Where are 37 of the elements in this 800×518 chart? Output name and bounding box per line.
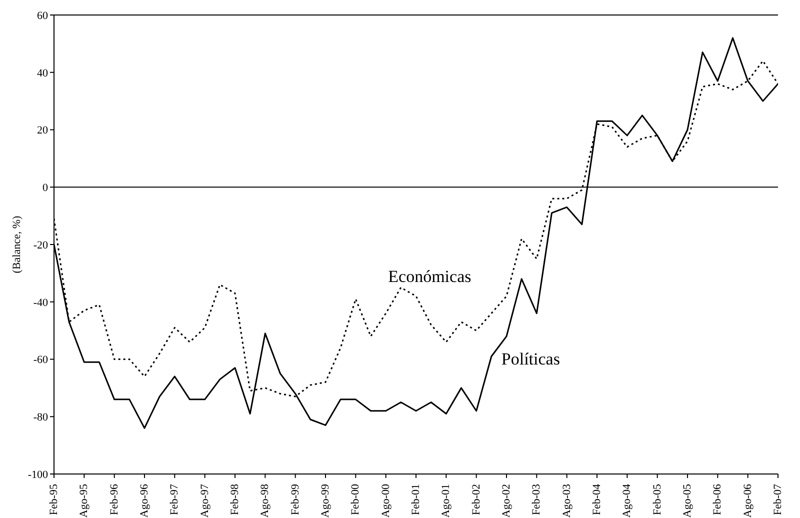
x-tick-label: Feb-02 (470, 484, 482, 516)
y-tick-label: 0 (42, 182, 48, 194)
x-tick-label: Ago-96 (138, 484, 150, 518)
x-tick-label: Ago-06 (742, 484, 754, 518)
x-tick-label: Ago-01 (440, 484, 452, 518)
x-tick-label: Ago-04 (621, 484, 634, 518)
x-tick-label: Feb-96 (108, 484, 120, 516)
y-tick-label: -100 (28, 468, 48, 481)
y-tick-label: 40 (37, 67, 48, 80)
x-tick-label: Feb-95 (48, 484, 60, 516)
x-tick-label: Feb-00 (350, 484, 362, 516)
series-label: Políticas (501, 349, 560, 368)
x-tick-label: Ago-00 (380, 484, 392, 518)
x-tick-label: Feb-99 (289, 484, 302, 516)
x-tick-label: Ago-99 (320, 484, 332, 518)
x-tick-label: Feb-98 (229, 484, 241, 516)
x-tick-label: Feb-03 (530, 484, 543, 516)
x-tick-label: Ago-05 (682, 484, 694, 518)
x-tick-label: Ago-95 (78, 484, 90, 518)
y-tick-label: -80 (33, 412, 48, 424)
x-tick-label: Ago-03 (560, 484, 573, 518)
y-tick-label: 60 (37, 10, 48, 22)
x-tick-label: Feb-97 (168, 484, 181, 516)
x-tick-label: Ago-02 (500, 484, 512, 518)
y-tick-label: -60 (33, 354, 48, 366)
x-tick-label: Feb-04 (591, 484, 603, 516)
y-tick-label: 20 (37, 124, 48, 137)
x-tick-label: Feb-06 (712, 484, 724, 516)
x-tick-label: Ago-98 (259, 484, 272, 518)
y-tick-label: -40 (33, 296, 48, 309)
series-label: Económicas (388, 266, 472, 286)
x-tick-label: Feb-05 (651, 484, 664, 516)
x-tick-label: Ago-97 (198, 484, 211, 518)
y-axis-title: (Balance, %) (10, 215, 23, 274)
x-tick-label: Feb-01 (410, 484, 422, 516)
x-tick-label: Feb-07 (772, 484, 784, 516)
y-tick-label: -20 (33, 239, 48, 252)
